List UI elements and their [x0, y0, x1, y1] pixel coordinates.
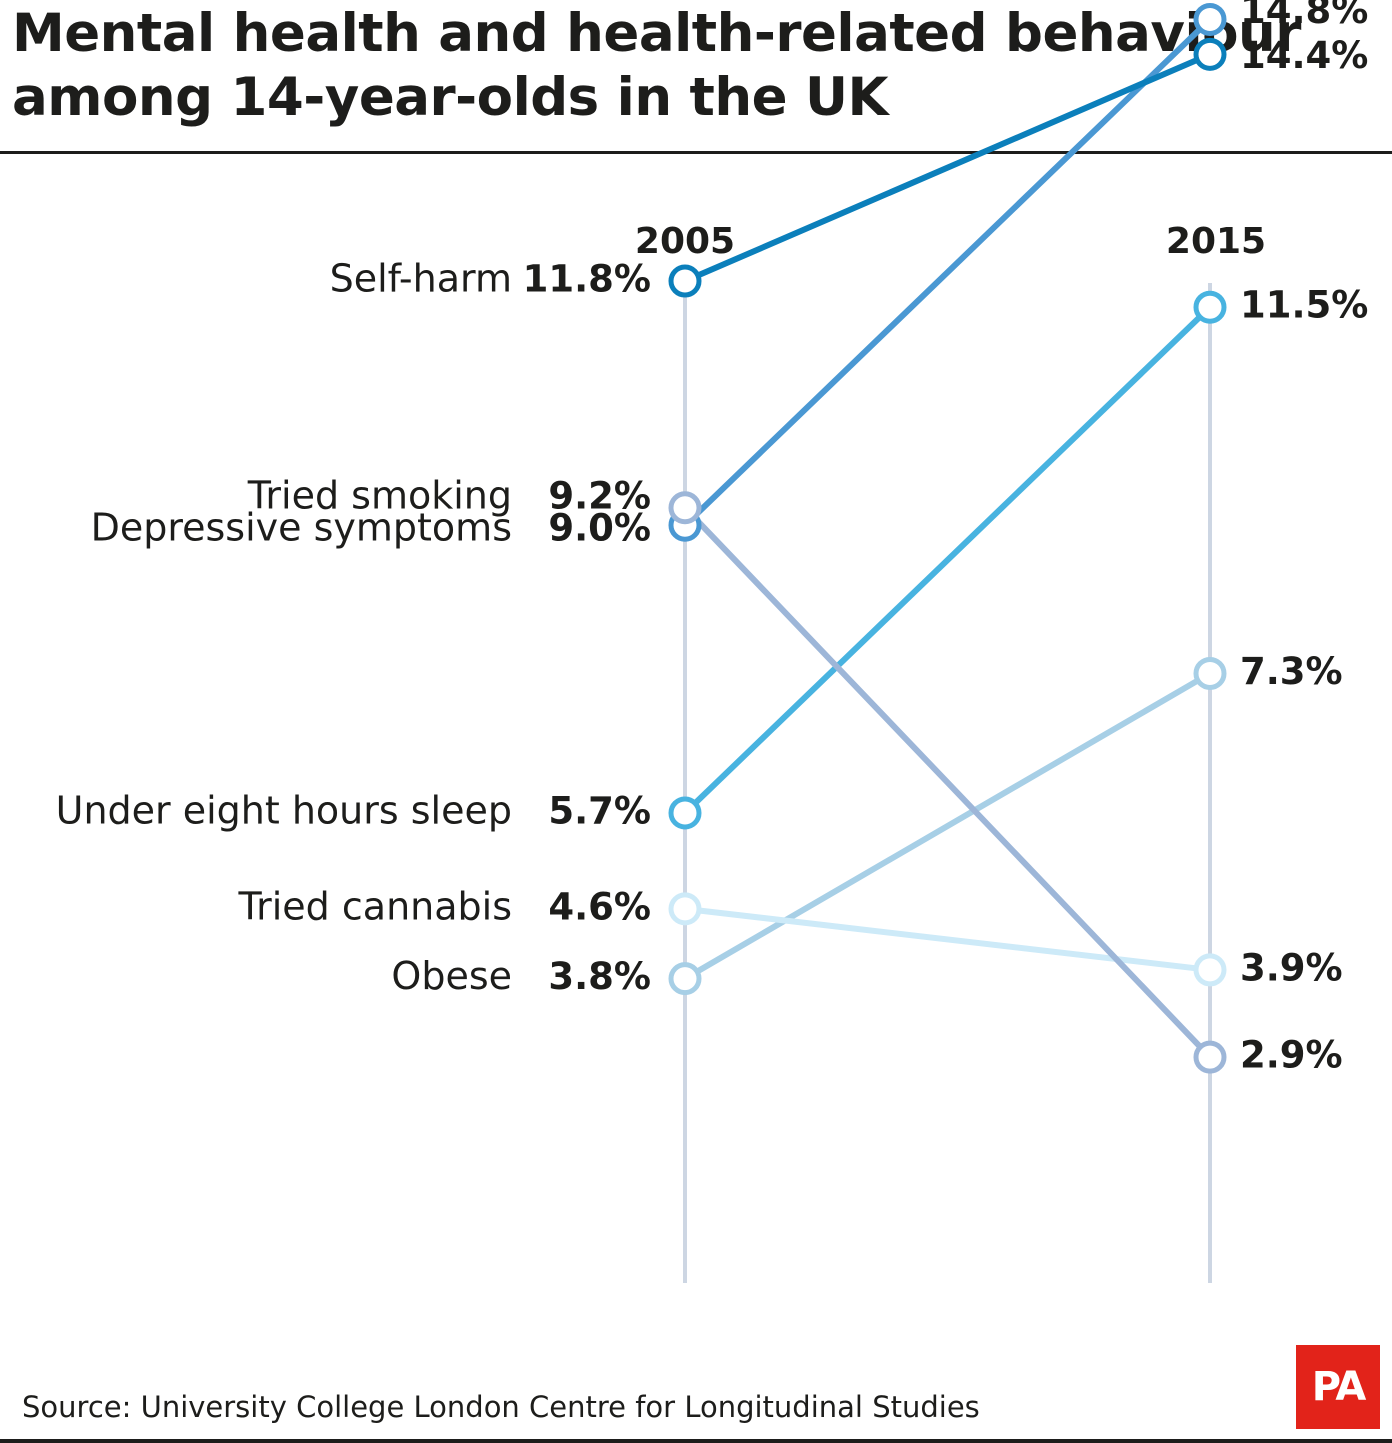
value-label-tried-cannabis-2005: 4.6% — [548, 885, 651, 928]
series-name-under-eight-hours-sleep: Under eight hours sleep — [56, 788, 512, 832]
point-self-harm-2015 — [1193, 37, 1227, 71]
series-name-obese: Obese — [391, 954, 512, 998]
series-name-depressive-symptoms: Depressive symptoms — [91, 506, 512, 550]
value-label-under-eight-hours-sleep-2015: 11.5% — [1240, 284, 1368, 327]
value-label-self-harm-2015: 14.4% — [1240, 34, 1368, 77]
value-label-under-eight-hours-sleep-2005: 5.7% — [548, 789, 651, 832]
point-under-eight-hours-sleep-2005 — [668, 796, 702, 830]
series-name-self-harm: Self-harm — [330, 257, 512, 301]
bottom-divider — [0, 1439, 1392, 1443]
series-name-tried-cannabis: Tried cannabis — [238, 884, 513, 928]
point-tried-cannabis-2005 — [668, 892, 702, 926]
chart-title: Mental health and health-related behavio… — [12, 2, 1382, 130]
chart-title-line-2: among 14-year-olds in the UK — [12, 67, 889, 128]
value-label-tried-cannabis-2015: 3.9% — [1240, 946, 1343, 989]
point-obese-2015 — [1193, 656, 1227, 690]
series-line-under-eight-hours-sleep — [682, 304, 1213, 816]
point-depressive-symptoms-2015 — [1193, 2, 1227, 36]
point-tried-cannabis-2015 — [1193, 953, 1227, 987]
chart-title-line-1: Mental health and health-related behavio… — [12, 3, 1301, 64]
year-label-2015: 2015 — [1166, 221, 1266, 262]
point-tried-smoking-2015 — [1193, 1040, 1227, 1074]
source-note: Source: University College London Centre… — [22, 1390, 980, 1424]
value-label-self-harm-2005: 11.8% — [523, 258, 651, 301]
series-line-depressive-symptoms — [682, 16, 1213, 529]
year-label-2005: 2005 — [635, 221, 735, 262]
title-divider — [0, 151, 1392, 154]
value-label-depressive-symptoms-2005: 9.0% — [548, 507, 651, 550]
series-line-tried-cannabis — [682, 905, 1213, 973]
series-line-tried-smoking — [682, 504, 1213, 1061]
value-label-obese-2005: 3.8% — [548, 955, 651, 998]
value-label-tried-smoking-2005: 9.2% — [548, 474, 651, 517]
point-tried-smoking-2005 — [668, 491, 702, 525]
point-self-harm-2005 — [668, 264, 702, 298]
series-name-tried-smoking: Tried smoking — [247, 473, 512, 517]
series-line-self-harm — [682, 51, 1213, 285]
value-label-depressive-symptoms-2015: 14.8% — [1240, 0, 1368, 32]
series-line-obese — [682, 670, 1213, 982]
value-label-tried-smoking-2015: 2.9% — [1240, 1034, 1343, 1077]
point-under-eight-hours-sleep-2015 — [1193, 290, 1227, 324]
point-obese-2005 — [668, 962, 702, 996]
value-label-obese-2015: 7.3% — [1240, 650, 1343, 693]
pa-logo: PA — [1296, 1345, 1380, 1429]
